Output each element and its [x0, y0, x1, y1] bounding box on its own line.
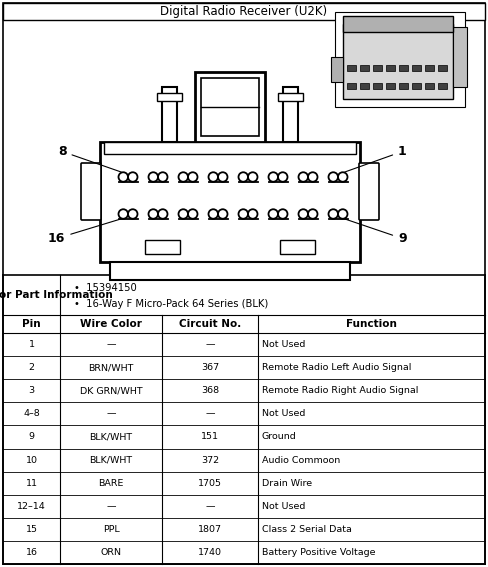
- Bar: [100, 142, 360, 262]
- Bar: [386, 65, 395, 71]
- Bar: [195, 72, 265, 142]
- Text: —: —: [106, 502, 116, 511]
- Text: 8: 8: [58, 145, 122, 172]
- Text: 1807: 1807: [198, 525, 222, 534]
- Bar: [283, 87, 298, 142]
- Bar: [438, 65, 447, 71]
- Bar: [162, 87, 177, 142]
- Bar: [104, 142, 356, 154]
- Bar: [412, 83, 421, 89]
- Bar: [331, 57, 343, 82]
- Bar: [373, 83, 382, 89]
- Text: Not Used: Not Used: [262, 340, 305, 349]
- Bar: [453, 27, 467, 87]
- Text: Class 2 Serial Data: Class 2 Serial Data: [262, 525, 352, 534]
- Text: —: —: [106, 409, 116, 418]
- Text: 2: 2: [28, 363, 35, 372]
- Bar: [157, 93, 182, 101]
- Bar: [280, 240, 315, 254]
- Text: 1740: 1740: [198, 548, 222, 557]
- Text: 151: 151: [201, 433, 219, 442]
- Bar: [399, 83, 408, 89]
- Text: Pin: Pin: [22, 319, 41, 329]
- Text: BLK/WHT: BLK/WHT: [89, 455, 133, 464]
- Bar: [399, 65, 408, 71]
- FancyBboxPatch shape: [359, 163, 379, 220]
- Text: 11: 11: [25, 479, 38, 488]
- Bar: [335, 12, 465, 107]
- Text: 1: 1: [28, 340, 35, 349]
- Bar: [412, 65, 421, 71]
- Text: 12–14: 12–14: [17, 502, 46, 511]
- Bar: [386, 83, 395, 89]
- Text: •  16-Way F Micro-Pack 64 Series (BLK): • 16-Way F Micro-Pack 64 Series (BLK): [74, 299, 268, 309]
- Text: Drain Wire: Drain Wire: [262, 479, 312, 488]
- Text: Circuit No.: Circuit No.: [179, 319, 241, 329]
- Text: Battery Positive Voltage: Battery Positive Voltage: [262, 548, 375, 557]
- Bar: [3, 3, 485, 20]
- Bar: [438, 83, 447, 89]
- Text: 16: 16: [48, 219, 122, 245]
- Text: PPL: PPL: [102, 525, 120, 534]
- Text: 368: 368: [201, 386, 219, 395]
- Text: —: —: [205, 340, 215, 349]
- Bar: [110, 262, 350, 280]
- Text: •  15394150: • 15394150: [74, 283, 137, 293]
- Text: 1705: 1705: [198, 479, 222, 488]
- Bar: [343, 24, 453, 99]
- Bar: [145, 240, 180, 254]
- FancyBboxPatch shape: [81, 163, 101, 220]
- Text: Remote Radio Left Audio Signal: Remote Radio Left Audio Signal: [262, 363, 411, 372]
- Text: 3: 3: [28, 386, 35, 395]
- Text: Audio Commoon: Audio Commoon: [262, 455, 340, 464]
- Bar: [425, 65, 434, 71]
- Text: 9: 9: [345, 219, 407, 245]
- Text: 15: 15: [25, 525, 38, 534]
- Text: —: —: [205, 502, 215, 511]
- Text: DK GRN/WHT: DK GRN/WHT: [80, 386, 142, 395]
- Text: 16: 16: [25, 548, 38, 557]
- Text: —: —: [205, 409, 215, 418]
- Bar: [347, 65, 356, 71]
- Text: ORN: ORN: [101, 548, 122, 557]
- Text: 372: 372: [201, 455, 219, 464]
- Text: Function: Function: [346, 319, 397, 329]
- Text: Remote Radio Right Audio Signal: Remote Radio Right Audio Signal: [262, 386, 418, 395]
- Bar: [347, 83, 356, 89]
- Text: BRN/WHT: BRN/WHT: [88, 363, 134, 372]
- Text: Not Used: Not Used: [262, 502, 305, 511]
- Bar: [425, 83, 434, 89]
- Text: 1: 1: [345, 145, 407, 172]
- Text: 367: 367: [201, 363, 219, 372]
- Text: BARE: BARE: [98, 479, 123, 488]
- Text: Digital Radio Receiver (U2K): Digital Radio Receiver (U2K): [161, 5, 327, 18]
- Bar: [373, 65, 382, 71]
- Text: Wire Color: Wire Color: [80, 319, 142, 329]
- Bar: [360, 83, 369, 89]
- Text: BLK/WHT: BLK/WHT: [89, 433, 133, 442]
- Text: Ground: Ground: [262, 433, 297, 442]
- Text: Connector Part Information: Connector Part Information: [0, 290, 112, 300]
- Text: Not Used: Not Used: [262, 409, 305, 418]
- Text: 10: 10: [25, 455, 38, 464]
- Text: 4–8: 4–8: [23, 409, 40, 418]
- Bar: [360, 65, 369, 71]
- Text: 9: 9: [28, 433, 35, 442]
- Bar: [278, 93, 303, 101]
- Bar: [343, 16, 453, 32]
- Text: —: —: [106, 340, 116, 349]
- Bar: [201, 78, 259, 136]
